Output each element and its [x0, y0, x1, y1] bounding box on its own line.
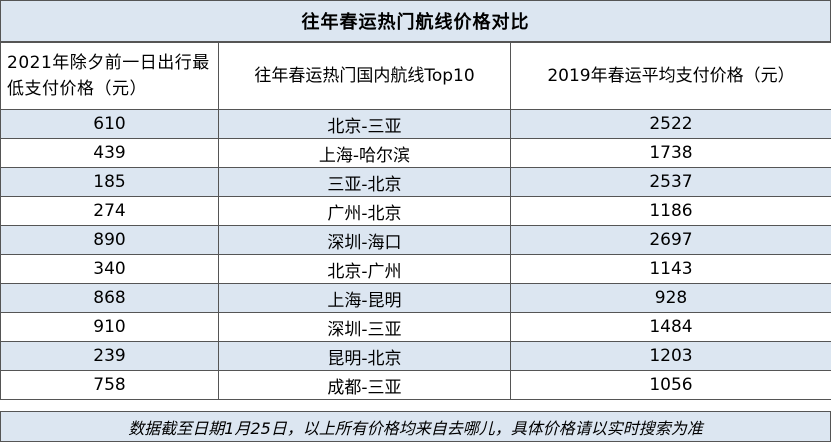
- cell-price-2021: 758: [0, 370, 219, 400]
- cell-price-2021: 340: [0, 254, 219, 284]
- table-row: 758 成都-三亚 1056: [0, 370, 831, 400]
- cell-route: 上海-昆明: [218, 283, 511, 313]
- cell-avg-2019: 2537: [510, 167, 831, 197]
- cell-avg-2019: 1186: [510, 196, 831, 226]
- cell-avg-2019: 1738: [510, 138, 831, 168]
- table-row: 274 广州-北京 1186: [0, 196, 831, 226]
- cell-route: 三亚-北京: [218, 167, 511, 197]
- column-header-2019-average-price: 2019年春运平均支付价格（元）: [510, 42, 831, 110]
- table-row: 185 三亚-北京 2537: [0, 167, 831, 197]
- cell-price-2021: 910: [0, 312, 219, 342]
- cell-price-2021: 868: [0, 283, 219, 313]
- table-row: 868 上海-昆明 928: [0, 283, 831, 313]
- cell-route: 深圳-三亚: [218, 312, 511, 342]
- cell-route: 北京-三亚: [218, 109, 511, 139]
- cell-price-2021: 890: [0, 225, 219, 255]
- cell-avg-2019: 2522: [510, 109, 831, 139]
- table-title: 往年春运热门航线价格对比: [0, 0, 831, 42]
- cell-avg-2019: 1484: [510, 312, 831, 342]
- cell-route: 昆明-北京: [218, 341, 511, 371]
- cell-avg-2019: 1143: [510, 254, 831, 284]
- cell-route: 广州-北京: [218, 196, 511, 226]
- cell-avg-2019: 928: [510, 283, 831, 313]
- cell-route: 成都-三亚: [218, 370, 511, 400]
- table-row: 340 北京-广州 1143: [0, 254, 831, 284]
- cell-route: 上海-哈尔滨: [218, 138, 511, 168]
- price-table: 2021年除夕前一日出行最低支付价格（元） 往年春运热门国内航线Top10 20…: [0, 42, 831, 400]
- cell-price-2021: 274: [0, 196, 219, 226]
- cell-avg-2019: 1056: [510, 370, 831, 400]
- cell-route: 深圳-海口: [218, 225, 511, 255]
- table-row: 910 深圳-三亚 1484: [0, 312, 831, 342]
- cell-price-2021: 439: [0, 138, 219, 168]
- cell-price-2021: 239: [0, 341, 219, 371]
- cell-route: 北京-广州: [218, 254, 511, 284]
- table-row: 239 昆明-北京 1203: [0, 341, 831, 371]
- cell-price-2021: 610: [0, 109, 219, 139]
- cell-avg-2019: 1203: [510, 341, 831, 371]
- table-row: 439 上海-哈尔滨 1738: [0, 138, 831, 168]
- cell-price-2021: 185: [0, 167, 219, 197]
- header-row: 2021年除夕前一日出行最低支付价格（元） 往年春运热门国内航线Top10 20…: [0, 42, 831, 110]
- table-row: 610 北京-三亚 2522: [0, 109, 831, 139]
- column-header-2021-lowest-price: 2021年除夕前一日出行最低支付价格（元）: [0, 42, 219, 110]
- column-header-route: 往年春运热门国内航线Top10: [218, 42, 511, 110]
- footnote: 数据截至日期1月25日，以上所有价格均来自去哪儿，具体价格请以实时搜索为准: [0, 411, 831, 442]
- cell-avg-2019: 2697: [510, 225, 831, 255]
- table-row: 890 深圳-海口 2697: [0, 225, 831, 255]
